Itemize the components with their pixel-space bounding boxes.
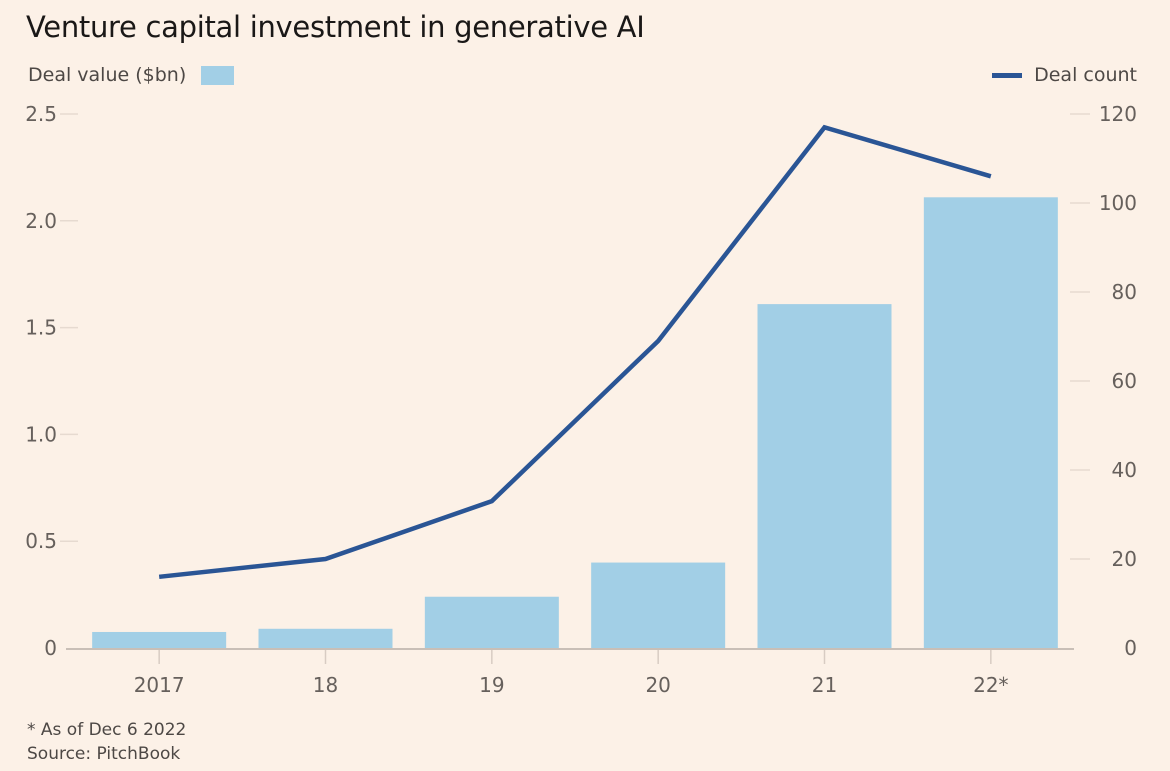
left-tick-label: 0.5	[25, 529, 57, 553]
left-tick-label: 1.5	[25, 316, 57, 340]
right-tick-label: 100	[1099, 191, 1137, 215]
left-tick-label: 2.5	[25, 102, 57, 126]
x-tick-label: 21	[812, 673, 837, 697]
legend-label-deal-count: Deal count	[1034, 64, 1137, 86]
chart-title: Venture capital investment in generative…	[26, 10, 645, 44]
x-tick-label: 2017	[134, 673, 185, 697]
bar-21	[757, 304, 892, 648]
right-tick-label: 120	[1099, 102, 1137, 126]
bar-19	[424, 596, 559, 648]
left-tick-label: 0	[44, 636, 57, 660]
legend-swatch-bar	[201, 65, 235, 85]
bar-20	[591, 562, 726, 648]
x-tick-label: 22*	[973, 673, 1008, 697]
bar-22*	[923, 197, 1058, 648]
right-tick-label: 20	[1112, 547, 1137, 571]
legend-deal-count: Deal count	[992, 64, 1137, 86]
right-tick-label: 80	[1112, 280, 1137, 304]
left-tick-label: 1.0	[25, 422, 57, 446]
bar-2017	[92, 631, 227, 648]
legend-swatch-line	[992, 72, 1023, 78]
legend-label-deal-value: Deal value ($bn)	[28, 64, 187, 86]
right-tick-label: 0	[1124, 636, 1137, 660]
legend-deal-value: Deal value ($bn)	[28, 64, 235, 86]
deal-count-line	[158, 124, 992, 580]
bar-18	[258, 628, 393, 648]
x-tick-label: 19	[479, 673, 504, 697]
right-tick-label: 40	[1112, 458, 1137, 482]
footnote: * As of Dec 6 2022	[27, 720, 187, 740]
x-tick-label: 20	[645, 673, 670, 697]
source: Source: PitchBook	[27, 744, 181, 764]
left-tick-label: 2.0	[25, 209, 57, 233]
x-tick-label: 18	[313, 673, 338, 697]
right-tick-label: 60	[1112, 369, 1137, 393]
